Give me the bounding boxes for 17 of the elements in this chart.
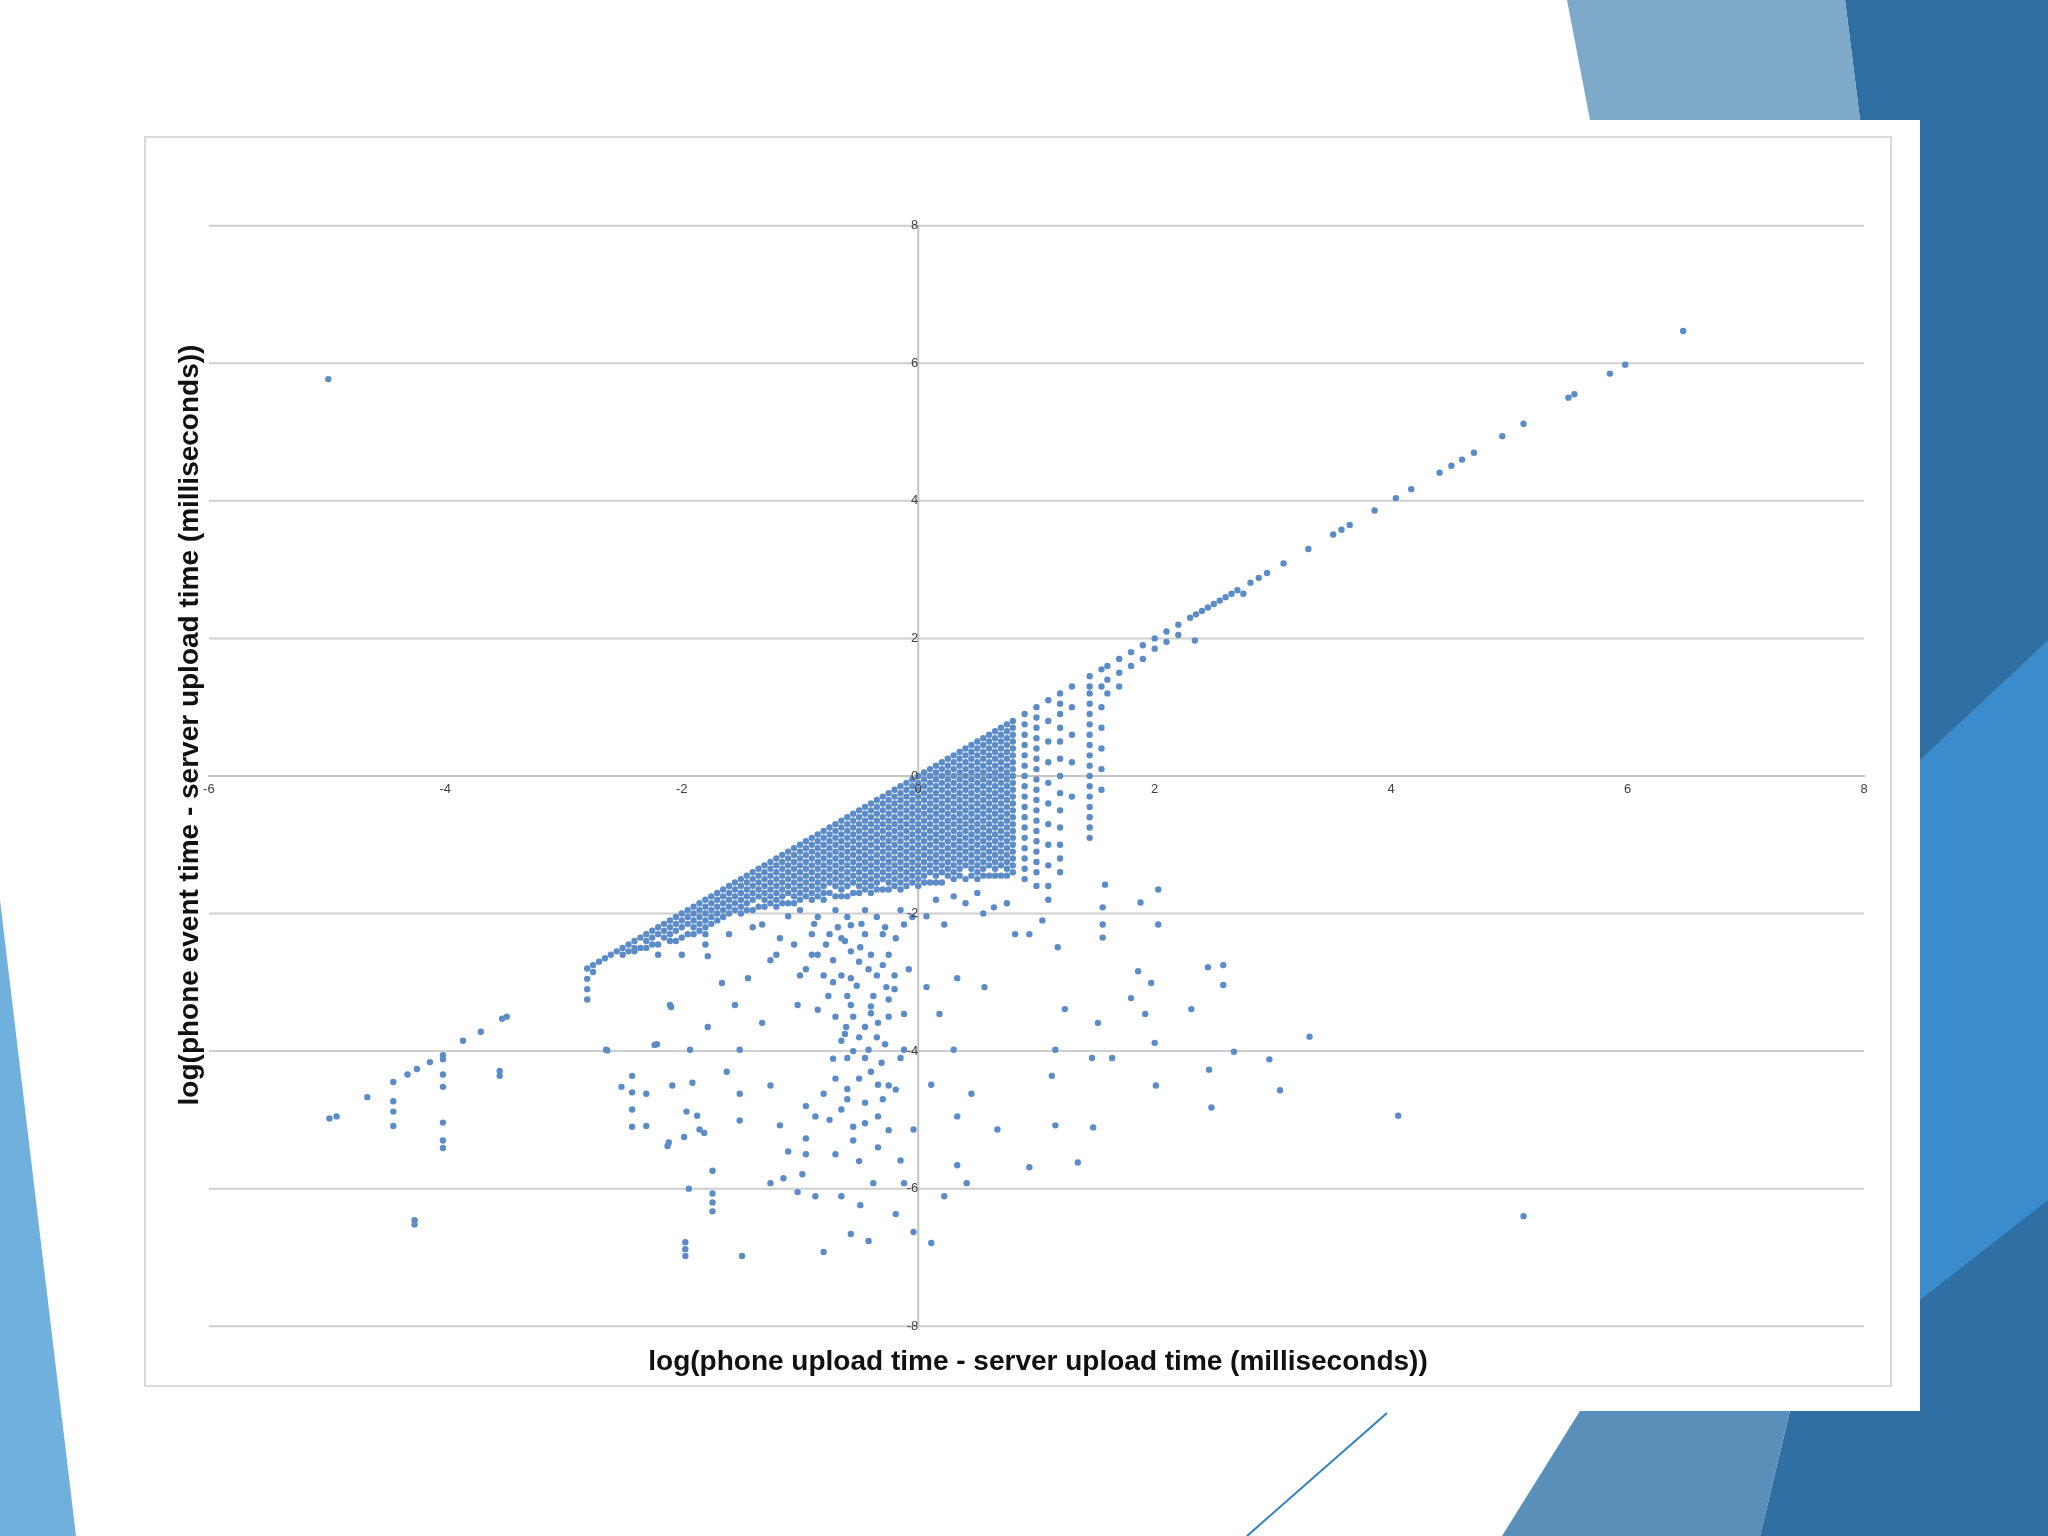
y-tick-label: -2	[906, 905, 919, 921]
y-tick-label: -4	[906, 1042, 919, 1058]
y-tick-label: -6	[906, 1180, 919, 1196]
x-tick-label: -2	[676, 781, 688, 797]
y-tick-label: 2	[911, 629, 919, 645]
x-tick-label: 4	[1387, 781, 1395, 797]
y-tick-label: 6	[911, 354, 919, 370]
x-tick-label: 6	[1623, 781, 1632, 797]
x-tick-label: 8	[1860, 781, 1868, 797]
x-tick-label: 2	[1151, 781, 1159, 797]
x-axis-title: log(phone upload time - server upload time (milliseconds))	[648, 1345, 1428, 1377]
y-tick-label: -8	[906, 1317, 919, 1333]
x-tick-label: -4	[439, 781, 452, 797]
y-tick-label: 8	[911, 217, 919, 233]
y-tick-label: 4	[911, 492, 919, 508]
x-tick-label: -6	[203, 781, 215, 797]
y-axis-title: log(phone event time - server upload time (milliseconds))	[173, 344, 204, 1106]
